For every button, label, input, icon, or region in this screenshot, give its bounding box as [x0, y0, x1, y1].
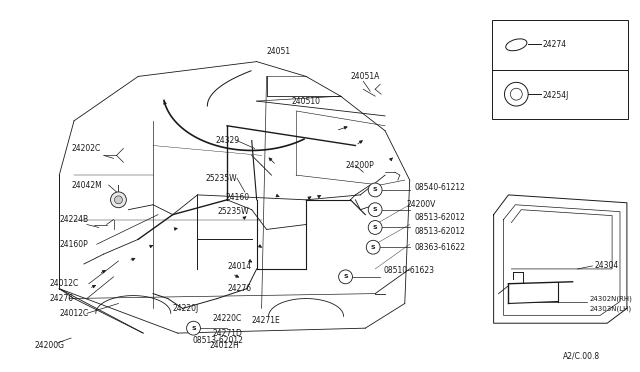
Text: 24012C: 24012C — [60, 309, 88, 318]
Circle shape — [368, 203, 382, 217]
Text: 24276: 24276 — [49, 294, 74, 303]
Text: S: S — [343, 274, 348, 279]
Text: 24271D: 24271D — [212, 328, 242, 338]
Text: 24160: 24160 — [225, 193, 249, 202]
Text: 24160P: 24160P — [60, 240, 88, 249]
Text: 24042M: 24042M — [71, 180, 102, 189]
Text: S: S — [371, 245, 376, 250]
Text: 24254J: 24254J — [543, 91, 570, 100]
Bar — [492, 20, 628, 119]
Circle shape — [339, 270, 353, 284]
Text: 08510-61623: 08510-61623 — [383, 266, 434, 275]
Text: 24329: 24329 — [215, 136, 239, 145]
Text: 24303N(LH): 24303N(LH) — [589, 305, 632, 312]
Text: 24271E: 24271E — [252, 316, 280, 325]
Text: S: S — [373, 187, 378, 192]
Text: S: S — [191, 326, 196, 331]
Text: 24276: 24276 — [227, 284, 251, 293]
Text: S: S — [373, 207, 378, 212]
Text: 24200V: 24200V — [407, 200, 436, 209]
Text: 240510: 240510 — [291, 97, 320, 106]
Text: A2/C.00.8: A2/C.00.8 — [563, 351, 600, 360]
Circle shape — [368, 221, 382, 234]
Text: 08540-61212: 08540-61212 — [415, 183, 465, 192]
Circle shape — [187, 321, 200, 335]
Text: 24012H: 24012H — [209, 341, 239, 350]
Text: 25235W: 25235W — [217, 207, 249, 216]
Text: 24202C: 24202C — [71, 144, 100, 153]
Text: 08363-61622: 08363-61622 — [415, 243, 466, 252]
Text: 24200P: 24200P — [346, 161, 374, 170]
Text: 08513-62012: 08513-62012 — [415, 213, 465, 222]
Text: 24051A: 24051A — [351, 72, 380, 81]
Text: 24014: 24014 — [227, 263, 251, 272]
Text: 24304: 24304 — [595, 262, 619, 270]
Text: 24224B: 24224B — [60, 215, 88, 224]
Text: 24302N(RH): 24302N(RH) — [589, 295, 632, 302]
Text: S: S — [373, 225, 378, 230]
Text: 24220C: 24220C — [212, 314, 241, 323]
Circle shape — [111, 192, 126, 208]
Text: 24274: 24274 — [543, 40, 567, 49]
Text: 24012C: 24012C — [49, 279, 79, 288]
Text: 24220J: 24220J — [173, 304, 199, 313]
Text: 08513-62012: 08513-62012 — [415, 227, 465, 236]
Text: 24051: 24051 — [266, 47, 291, 56]
Text: 24200G: 24200G — [35, 341, 65, 350]
Circle shape — [115, 196, 122, 204]
Circle shape — [368, 183, 382, 197]
Circle shape — [366, 240, 380, 254]
Text: 25235W: 25235W — [205, 174, 237, 183]
Text: 08513-62012: 08513-62012 — [193, 336, 243, 344]
